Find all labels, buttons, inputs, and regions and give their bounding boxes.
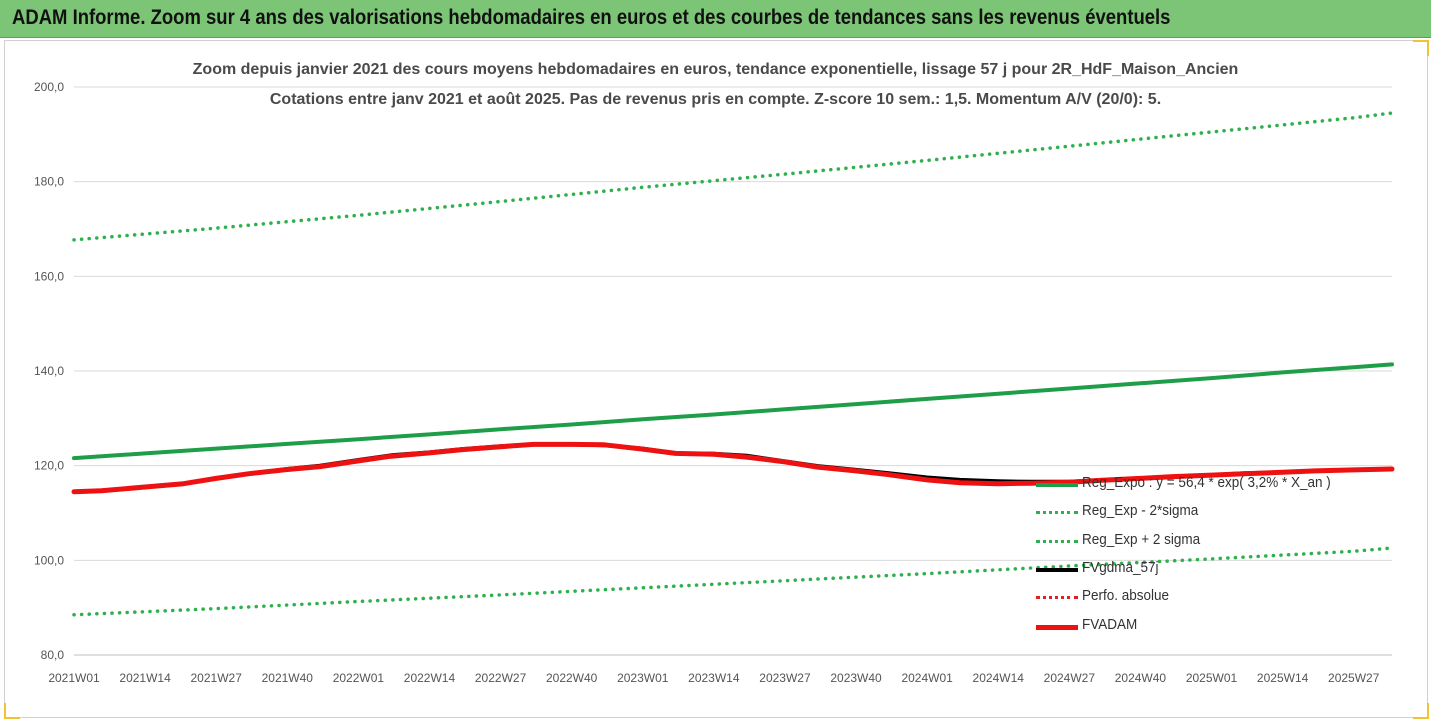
x-tick-label: 2023W27 — [759, 671, 811, 685]
legend-label: Reg_Expo : y = 56,4 * exp( 3,2% * X_an ) — [1082, 474, 1331, 491]
x-tick-label: 2024W14 — [973, 671, 1025, 685]
legend-swatch — [1036, 511, 1078, 515]
series-line-5 — [71, 441, 1395, 495]
y-tick-label: 100,0 — [34, 553, 64, 567]
series-line-2 — [72, 111, 1394, 242]
y-tick-label: 180,0 — [34, 175, 64, 189]
legend-item: FVgdma_57j — [1036, 557, 1396, 579]
x-tick-label: 2025W14 — [1257, 671, 1309, 685]
legend-swatch — [1036, 539, 1078, 543]
legend-swatch — [1036, 596, 1078, 600]
x-tick-label: 2023W14 — [688, 671, 740, 685]
y-axis: 80,0 100,0 120,0 140,0 160,0 180,0 200,0 — [34, 80, 64, 662]
chart-subtitle: Cotations entre janv 2021 et août 2025. … — [269, 91, 1162, 108]
series-line-1 — [72, 546, 1394, 617]
legend-item: Reg_Exp + 2 sigma — [1036, 529, 1396, 551]
x-axis: 2021W01 2021W14 2021W27 2021W40 2022W01 2022W… — [48, 654, 1392, 685]
x-tick-label: 2022W40 — [546, 671, 598, 685]
x-tick-label: 2025W27 — [1328, 671, 1380, 685]
x-tick-label: 2024W40 — [1115, 671, 1167, 685]
x-tick-label: 2021W14 — [119, 671, 171, 685]
x-tick-label: 2023W40 — [830, 671, 882, 685]
legend-swatch — [1036, 567, 1078, 572]
y-tick-label: 200,0 — [34, 80, 64, 94]
legend-label: Reg_Exp + 2 sigma — [1082, 530, 1201, 548]
legend-label: FVADAM — [1082, 615, 1138, 633]
legend-swatch — [1036, 624, 1078, 630]
x-tick-label: 2025W01 — [1186, 671, 1238, 685]
legend-item: FVADAM — [1036, 614, 1396, 636]
banner-title: ADAM Informe. Zoom sur 4 ans des valoris… — [12, 6, 1171, 29]
legend-item: Perfo. absolue — [1036, 585, 1396, 607]
y-tick-label: 140,0 — [34, 364, 64, 378]
x-tick-label: 2021W40 — [262, 671, 314, 685]
x-tick-label: 2021W27 — [191, 671, 243, 685]
chart-title: Zoom depuis janvier 2021 des cours moyen… — [192, 61, 1239, 78]
y-tick-label: 80,0 — [41, 648, 65, 662]
legend-item: Reg_Exp - 2*sigma — [1036, 500, 1396, 522]
y-tick-label: 120,0 — [34, 459, 64, 473]
banner: ADAM Informe. Zoom sur 4 ans des valoris… — [0, 0, 1431, 38]
frame-corner-bottom-right — [1413, 703, 1429, 719]
x-tick-label: 2022W14 — [404, 671, 456, 685]
legend-label: Reg_Exp - 2*sigma — [1082, 502, 1199, 520]
x-tick-label: 2022W01 — [333, 671, 385, 685]
x-tick-label: 2022W27 — [475, 671, 527, 685]
frame-corner-top-right — [1413, 40, 1429, 56]
x-tick-label: 2024W27 — [1044, 671, 1096, 685]
legend-item: Reg_Expo : y = 56,4 * exp( 3,2% * X_an ) — [1036, 472, 1396, 494]
legend-label: FVgdma_57j — [1082, 558, 1159, 576]
x-tick-label: 2021W01 — [48, 671, 100, 685]
legend-label: Perfo. absolue — [1082, 587, 1170, 605]
legend-swatch — [1036, 483, 1078, 487]
y-tick-label: 160,0 — [34, 269, 64, 283]
series-lines — [71, 111, 1395, 617]
series-line-0 — [72, 362, 1394, 461]
x-tick-label: 2023W01 — [617, 671, 669, 685]
frame-corner-bottom-left — [4, 703, 20, 719]
x-tick-label: 2024W01 — [901, 671, 953, 685]
